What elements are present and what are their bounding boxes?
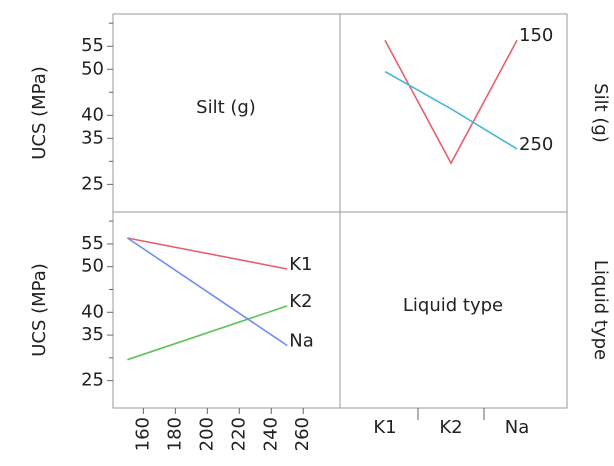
y-tick-label: 35 (81, 127, 104, 148)
series-line (127, 237, 288, 270)
series-label: Na (289, 331, 314, 352)
series-label: 150 (519, 25, 553, 46)
y-axis-label: UCS (MPa) (29, 66, 50, 160)
y-tick-label: 25 (81, 173, 104, 194)
diagonal-label: Liquid type (403, 295, 503, 316)
series-line (384, 39, 518, 165)
series-line (384, 70, 518, 150)
series-line (127, 305, 288, 361)
x-tick-label: K2 (439, 417, 462, 438)
x-tick-label: K1 (373, 417, 396, 438)
y-axis-label: UCS (MPa) (29, 263, 50, 357)
x-tick-label: 260 (292, 417, 313, 451)
y-tick-label: 55 (81, 35, 104, 56)
y-tick-label: 55 (81, 233, 104, 254)
x-tick-label: 200 (196, 417, 217, 451)
y-tick-label: 25 (81, 370, 104, 391)
x-tick-label: 240 (260, 417, 281, 451)
diagonal-label: Silt (g) (196, 97, 256, 118)
series-label: K2 (289, 291, 312, 312)
y-tick-label: 40 (81, 301, 104, 322)
y-tick-label: 50 (81, 256, 104, 277)
y-tick-label: 40 (81, 104, 104, 125)
x-tick-label: 220 (228, 417, 249, 451)
y-tick-label: 35 (81, 324, 104, 345)
x-tick-label: 180 (164, 417, 185, 451)
x-tick-label: Na (505, 417, 530, 438)
row-label: Liquid type (590, 260, 611, 360)
series-line (126, 237, 288, 347)
series-label: 250 (519, 134, 553, 155)
series-label: K1 (289, 254, 312, 275)
x-tick-label: 160 (132, 417, 153, 451)
row-label: Silt (g) (590, 83, 611, 143)
y-tick-label: 50 (81, 58, 104, 79)
